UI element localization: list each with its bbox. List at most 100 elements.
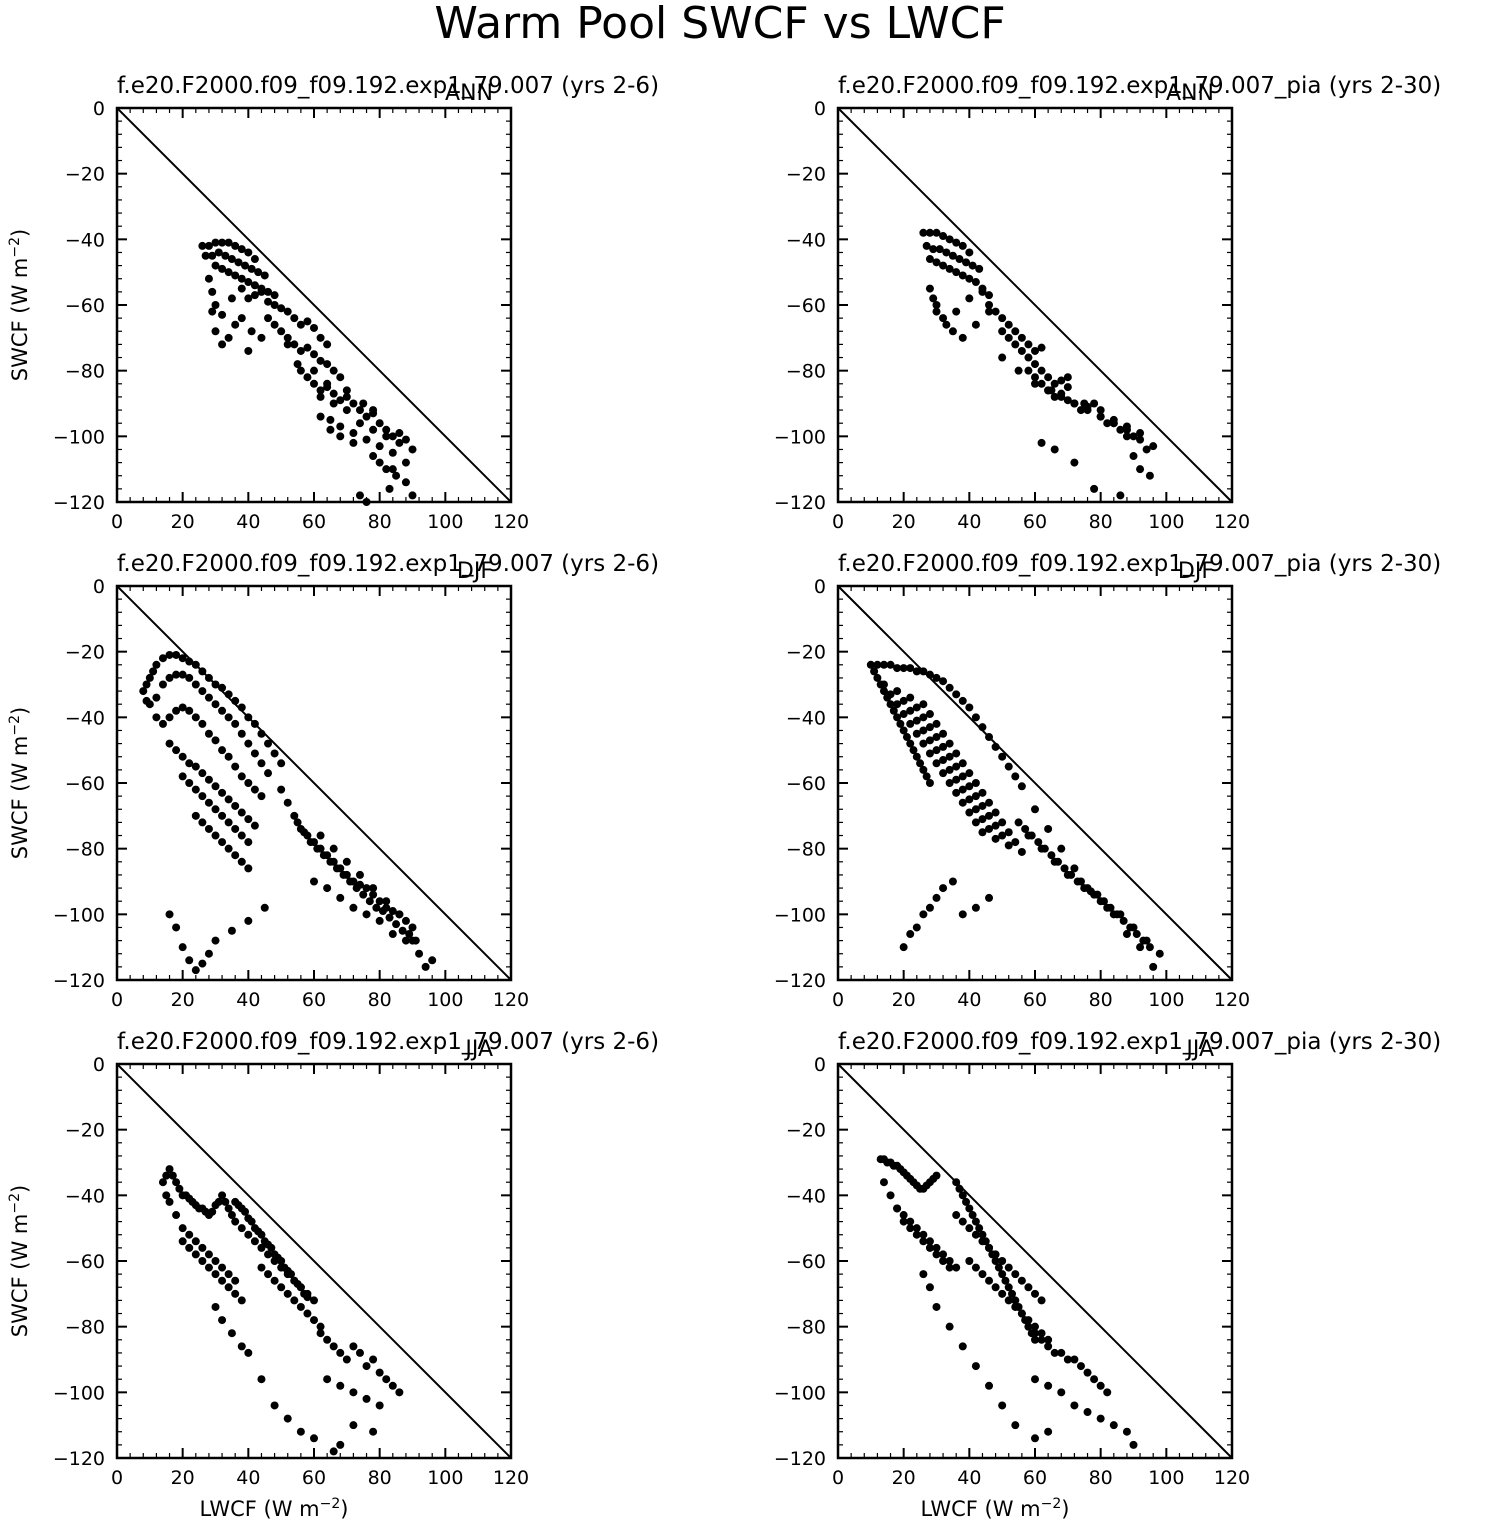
y-tick-label: 0 — [93, 98, 105, 120]
y-tick-label: −100 — [53, 904, 105, 926]
scatter-panel-jja-control: 0 20 40 60 80 100 120 0 −20 −40 −60 −80 −100 −120 SWCF… — [7, 1029, 659, 1521]
y-tick-label: −100 — [774, 426, 826, 448]
scatter-point — [1031, 1322, 1039, 1331]
scatter-point — [1122, 1427, 1131, 1436]
scatter-point — [362, 498, 371, 506]
scatter-point — [204, 1263, 213, 1272]
scatter-point — [948, 327, 957, 336]
scatter-point — [277, 1257, 286, 1265]
scatter-point — [879, 660, 888, 669]
scatter-point — [372, 903, 381, 912]
y-tick-label: −120 — [53, 970, 105, 992]
scatter-point — [270, 301, 279, 309]
scatter-point — [912, 703, 921, 712]
scatter-point — [1116, 425, 1125, 434]
scatter-point — [945, 1263, 954, 1272]
scatter-point — [932, 1243, 941, 1252]
y-tick-label: −20 — [786, 164, 826, 186]
scatter-point — [939, 1250, 948, 1259]
scatter-point — [1103, 903, 1112, 912]
scatter-point — [1050, 1348, 1059, 1357]
scatter-point — [1011, 1421, 1020, 1430]
scatter-point — [1044, 1381, 1053, 1390]
scatter-point — [204, 241, 213, 250]
scatter-point — [1080, 399, 1089, 408]
scatter-point — [985, 893, 994, 902]
scatter-point — [303, 1309, 312, 1318]
scatter-point — [178, 1237, 187, 1246]
scatter-point — [962, 1197, 971, 1206]
scatter-point — [899, 943, 908, 952]
scatter-point — [952, 775, 961, 784]
scatter-point — [283, 1414, 292, 1423]
scatter-point — [1024, 1283, 1033, 1292]
scatter-point — [965, 294, 974, 303]
scatter-point — [342, 392, 351, 401]
figure-title: Warm Pool SWCF vs LWCF — [434, 0, 1005, 49]
scatter-point — [958, 696, 967, 705]
scatter-point — [257, 792, 266, 801]
scatter-point — [1063, 1355, 1072, 1364]
scatter-point — [922, 772, 931, 781]
y-tick-label: −80 — [786, 361, 826, 383]
scatter-point — [172, 670, 181, 679]
scatter-point — [385, 484, 394, 493]
y-axis-label: SWCF (W m−2) — [7, 1185, 32, 1337]
x-tick-label: 60 — [302, 1467, 326, 1489]
scatter-point — [1136, 465, 1145, 474]
scatter-point — [244, 815, 253, 824]
scatter-point — [224, 713, 233, 722]
scatter-point — [362, 1362, 371, 1371]
scatter-point — [978, 788, 987, 797]
scatter-point — [1057, 844, 1066, 853]
scatter-point — [919, 910, 928, 919]
scatter-point — [902, 733, 911, 742]
x-tick-label: 60 — [1023, 989, 1047, 1011]
scatter-point — [244, 294, 253, 303]
scatter-point — [985, 733, 994, 742]
scatter-point — [998, 1401, 1007, 1410]
scatter-point — [958, 910, 967, 919]
scatter-point — [932, 719, 941, 728]
scatter-point — [1044, 1342, 1053, 1351]
y-tick-label: −100 — [774, 1382, 826, 1404]
scatter-point — [185, 956, 194, 965]
scatter-point — [283, 307, 292, 316]
scatter-point — [998, 353, 1007, 362]
scatter-point — [401, 478, 410, 487]
scatter-point — [1021, 824, 1030, 833]
scatter-point — [965, 703, 974, 712]
scatter-point — [319, 851, 328, 860]
scatter-point — [224, 268, 233, 277]
scatter-point — [290, 811, 299, 820]
scatter-point — [224, 1204, 233, 1213]
x-tick-label: 0 — [832, 511, 844, 533]
scatter-point — [257, 1230, 266, 1239]
scatter-point — [1011, 1296, 1020, 1305]
scatter-point — [971, 792, 980, 801]
scatter-point — [303, 317, 312, 326]
scatter-panel-ann-control: 0 20 40 60 80 100 120 0 −20 −40 −60 −80 −100 −120 SWCF… — [7, 73, 659, 533]
scatter-point — [296, 366, 305, 375]
scatter-point — [948, 251, 957, 260]
scatter-point — [945, 739, 954, 748]
scatter-point — [201, 251, 210, 260]
reference-line — [837, 1063, 1233, 1459]
scatter-point — [886, 1191, 895, 1200]
scatter-point — [965, 1224, 974, 1233]
scatter-point — [952, 238, 961, 247]
scatter-point — [231, 241, 240, 250]
scatter-point — [326, 415, 335, 424]
scatter-point — [1017, 1309, 1026, 1318]
scatter-point — [912, 1230, 921, 1239]
scatter-point — [198, 687, 207, 696]
scatter-point — [310, 379, 318, 388]
scatter-point — [323, 1335, 332, 1344]
scatter-point — [1119, 916, 1128, 925]
scatter-point — [971, 818, 980, 827]
reference-line — [837, 585, 1233, 981]
scatter-point — [899, 696, 908, 705]
scatter-point — [264, 314, 273, 323]
scatter-point — [204, 673, 213, 682]
scatter-point — [991, 821, 1000, 830]
